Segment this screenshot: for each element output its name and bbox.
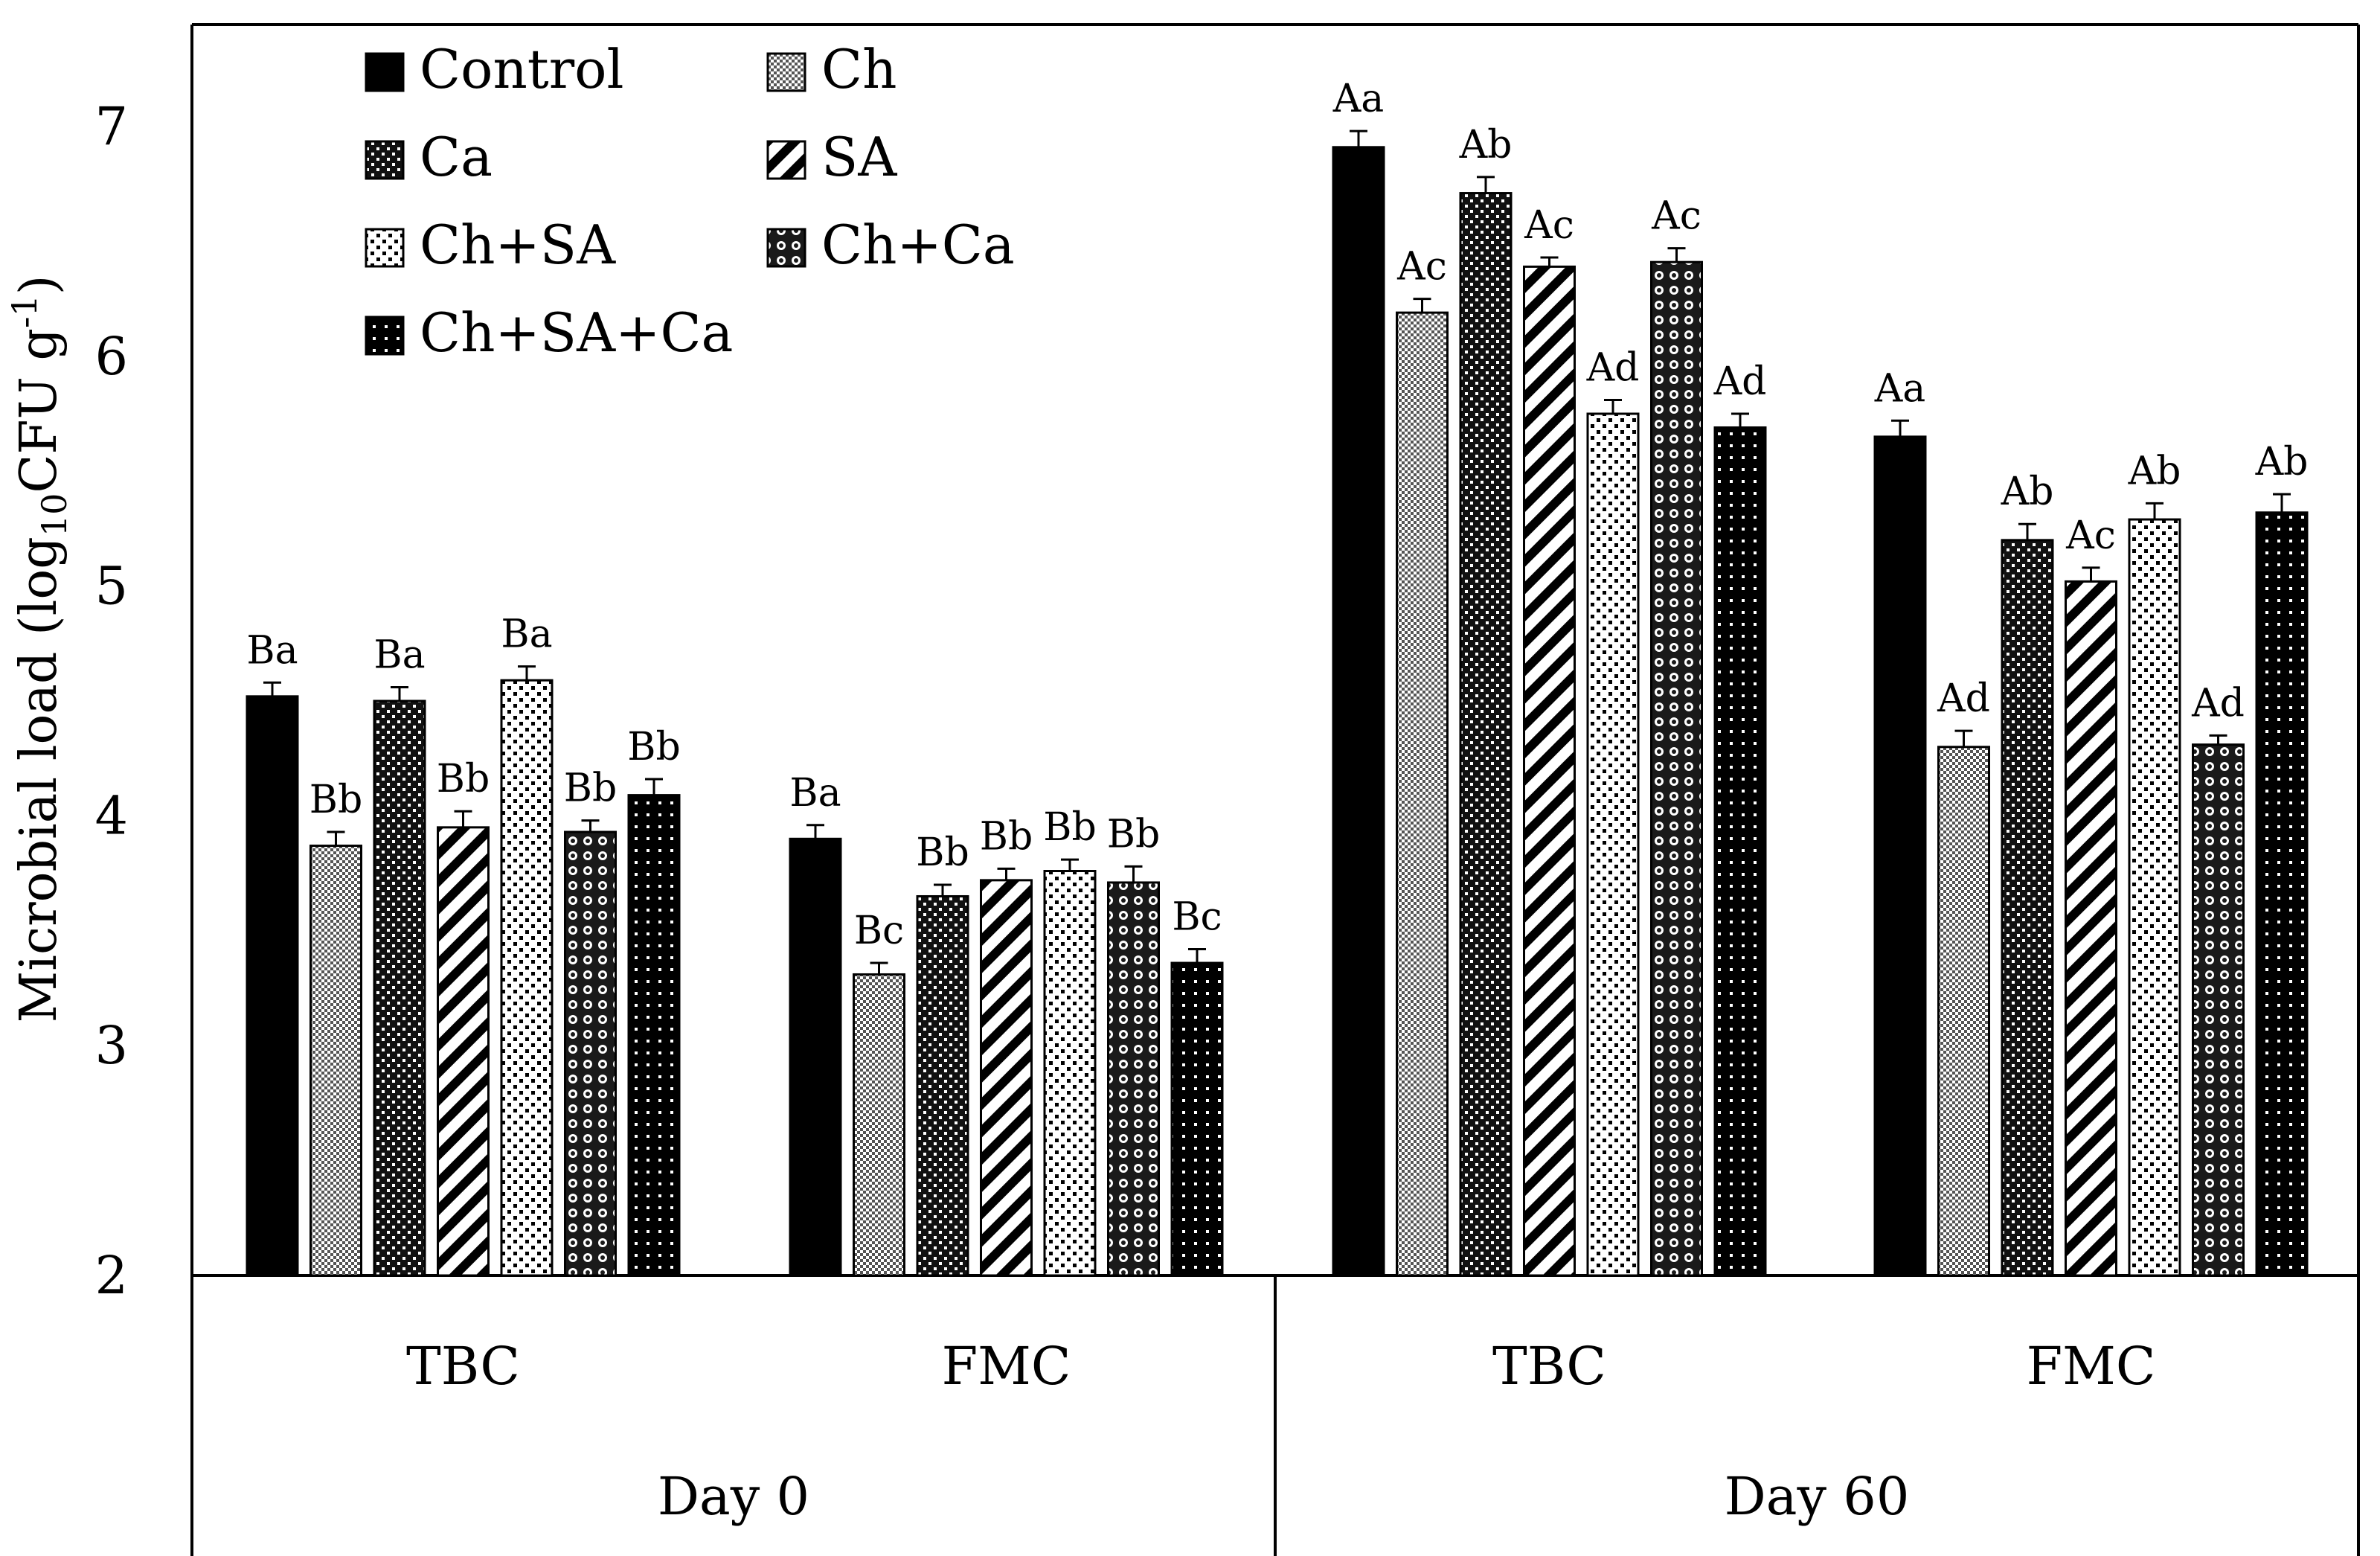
significance-letter: Bc	[854, 909, 904, 953]
legend-label: Ca	[420, 126, 493, 188]
bar	[789, 837, 842, 1277]
group-label: TBC	[406, 1336, 520, 1397]
significance-letter: Ba	[373, 633, 425, 677]
bar	[2255, 511, 2309, 1277]
bar	[1043, 870, 1097, 1277]
significance-letter: Ab	[2128, 449, 2181, 493]
significance-letter: Ba	[789, 771, 841, 816]
legend-label: SA	[821, 126, 897, 188]
bar	[1396, 311, 1449, 1277]
significance-letter: Ac	[1524, 203, 1574, 248]
y-tick-label: 6	[94, 326, 128, 387]
y-axis-ticks: 2 3 4 5 6 7	[94, 96, 128, 1306]
significance-letter: Bb	[564, 766, 618, 811]
significance-letter: Bb	[309, 778, 363, 822]
bar	[500, 679, 554, 1277]
legend-swatch	[766, 228, 806, 268]
y-tick-label: 3	[94, 1015, 128, 1076]
significance-letter: Ad	[1713, 359, 1767, 404]
y-axis-label-unit: CFU g	[10, 328, 68, 493]
y-axis-label-sub: 10	[34, 493, 74, 537]
y-tick-label: 7	[94, 96, 128, 157]
y-tick-label: 5	[94, 556, 128, 617]
bar	[309, 845, 362, 1277]
legend-swatch	[365, 140, 405, 180]
bar	[1107, 881, 1160, 1277]
significance-letter: Ad	[1586, 345, 1640, 390]
bar	[980, 879, 1033, 1277]
bar	[373, 699, 426, 1277]
bar	[1650, 260, 1703, 1277]
significance-letter: Ad	[1937, 676, 1990, 721]
bar	[437, 826, 490, 1277]
day-label: Day 60	[1725, 1466, 1910, 1527]
bar	[916, 894, 969, 1277]
significance-letter: Aa	[1874, 366, 1926, 411]
legend-swatch	[365, 316, 405, 356]
bar	[2001, 539, 2054, 1277]
legend: Control Ch Ca SA Ch+SA Ch+Ca Ch+SA+Ca	[365, 38, 1015, 364]
group-label: FMC	[2027, 1336, 2156, 1397]
x-axis-labels: TBC FMC TBC FMC Day 0 Day 60	[406, 1336, 2155, 1527]
y-axis-label-close: )	[10, 275, 68, 295]
significance-letter: Ac	[1651, 194, 1701, 239]
significance-letter: Ba	[246, 628, 298, 673]
bar	[1459, 192, 1513, 1277]
significance-letter: Ab	[1459, 123, 1513, 167]
significance-letter: Bb	[980, 814, 1033, 859]
y-tick-label: 4	[94, 785, 128, 846]
significance-letter: Ac	[2065, 513, 2116, 558]
y-tick-label: 2	[94, 1245, 128, 1306]
bar	[2128, 518, 2181, 1277]
bar	[2065, 580, 2117, 1277]
legend-label: Ch+SA	[420, 214, 616, 276]
y-axis-label: Microbial load (log10CFU g-1)	[4, 275, 74, 1023]
legend-label: Ch	[821, 38, 896, 100]
bar	[1713, 426, 1767, 1277]
significance-letter: Bb	[627, 725, 681, 769]
legend-label: Ch+Ca	[821, 214, 1015, 276]
bar	[1586, 412, 1640, 1277]
significance-letter: Ad	[2191, 681, 2245, 726]
significance-letter: Bc	[1172, 895, 1222, 940]
significance-letter: Ac	[1396, 245, 1447, 289]
significance-letter: Ab	[2001, 470, 2054, 514]
legend-swatch	[365, 228, 405, 268]
bar	[853, 973, 905, 1277]
significance-letter: Ab	[2255, 440, 2309, 484]
legend-swatch	[766, 140, 806, 180]
day-label: Day 0	[658, 1466, 809, 1527]
y-axis-label-main: Microbial load (log	[10, 537, 68, 1022]
legend-label: Ch+SA+Ca	[420, 301, 733, 364]
bar	[1873, 435, 1927, 1277]
group-label: TBC	[1492, 1336, 1606, 1397]
bar	[1523, 265, 1576, 1277]
bar	[1937, 746, 1990, 1277]
significance-letter: Bb	[1043, 805, 1097, 850]
bar	[627, 794, 681, 1277]
bar	[1170, 961, 1224, 1277]
significance-letter: Bb	[437, 757, 490, 801]
y-axis-label-sup: -1	[4, 295, 45, 328]
bar	[1332, 146, 1385, 1277]
legend-swatch	[766, 52, 806, 92]
significance-letter: Bb	[1107, 812, 1161, 857]
legend-label: Control	[420, 38, 624, 100]
group-label: FMC	[942, 1336, 1071, 1397]
bar	[2192, 743, 2245, 1277]
legend-swatch	[365, 52, 405, 92]
significance-letter: Bb	[916, 830, 969, 875]
significance-letter: Aa	[1332, 77, 1385, 121]
bar	[564, 830, 617, 1277]
bar	[246, 695, 299, 1277]
significance-letter: Ba	[501, 612, 552, 657]
